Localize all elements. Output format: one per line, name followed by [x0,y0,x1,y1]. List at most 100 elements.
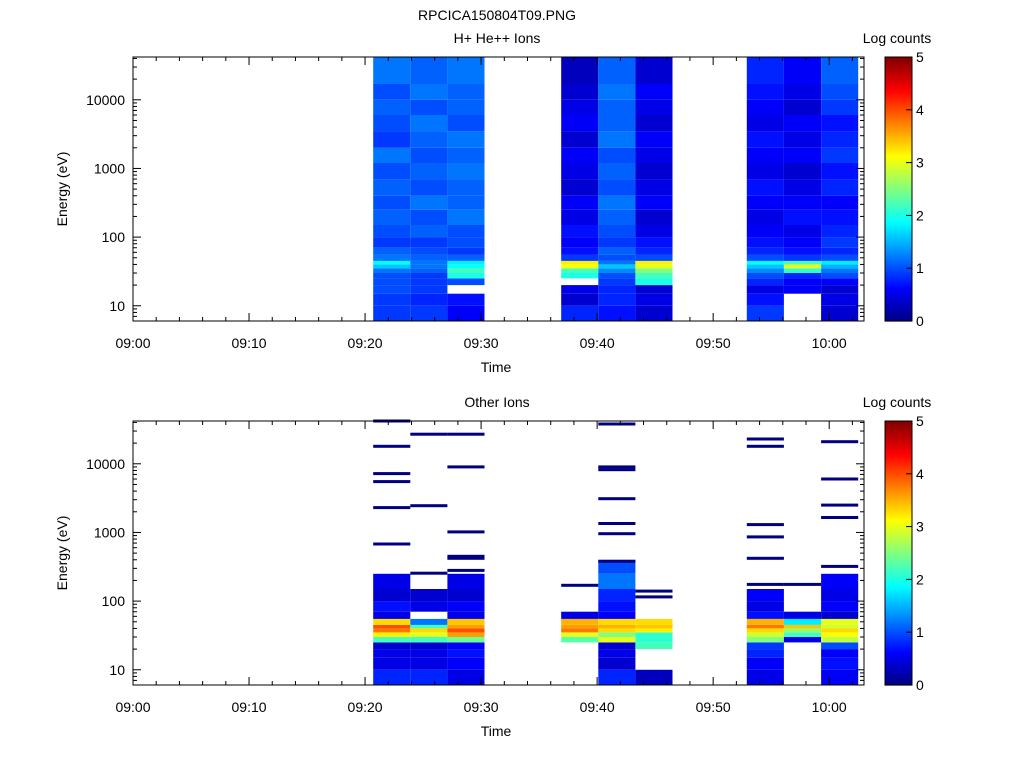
heatmap-cell [635,57,673,84]
heatmap-cell [783,278,821,286]
panel-1-ylabel: Energy (eV) [54,152,70,227]
heatmap-cell [598,657,636,670]
sparse-trace-line [635,589,673,593]
heatmap-cell [410,649,448,658]
colorbar-swatch [885,318,912,322]
colorbar-swatch [885,637,912,641]
heatmap-cell [746,268,784,273]
heatmap-cell [783,637,821,643]
sparse-trace-line [447,432,485,436]
heatmap-cell [373,618,411,625]
colorbar-swatch [885,116,912,120]
heatmap-cell [410,273,448,279]
heatmap-cell [598,237,636,248]
heatmap-cell [561,624,599,629]
heatmap-cell [821,268,859,273]
colorbar-swatch [885,63,912,66]
heatmap-cell [561,247,599,255]
heatmap-cell [447,642,485,650]
heatmap-cell [561,628,599,633]
heatmap-cell [447,573,485,589]
heatmap-cell [783,209,821,225]
heatmap-cell [561,611,599,619]
heatmap-cell [373,293,411,306]
colorbar-swatch [885,104,912,108]
heatmap-cell [635,268,673,273]
colorbar-swatch [885,658,912,661]
colorbar-swatch [885,513,912,517]
heatmap-cell [447,237,485,248]
colorbar-swatch [885,75,912,79]
sparse-trace-line [821,564,859,568]
heatmap-cell [447,624,485,629]
heatmap-cell [561,195,599,210]
colorbar-swatch [885,300,912,304]
colorbar-swatch [885,92,912,95]
heatmap-cell [447,632,485,637]
y-tick-label: 100 [102,229,126,245]
heatmap-cell [783,624,821,629]
heatmap-cell [373,642,411,650]
colorbar-swatch [885,484,912,488]
colorbar-swatch [885,81,912,85]
colorbar-swatch [885,238,912,242]
heatmap-cell [373,278,411,286]
heatmap-cell [561,264,599,269]
heatmap-cell [410,99,448,115]
colorbar-swatch [885,565,912,569]
colorbar-swatch [885,170,912,174]
colorbar-swatch [885,108,912,112]
colorbar-swatch [885,250,912,254]
heatmap-cell [598,649,636,658]
colorbar-swatch [885,619,912,622]
colorbar-swatch [885,83,912,87]
sparse-trace-line [598,559,636,563]
colorbar-swatch [885,174,912,178]
heatmap-cell [410,268,448,273]
heatmap-cell [821,285,859,294]
colorbar-swatch [885,503,912,507]
sparse-trace-line [410,571,448,575]
colorbar-swatch [885,495,912,498]
x-tick-label: 09:00 [115,699,150,715]
heatmap-cell [447,209,485,225]
colorbar-swatch [885,493,912,496]
heatmap-cell [746,624,784,629]
heatmap-cell [410,225,448,238]
panel-2-heatmap-cells [373,419,859,685]
heatmap-cell [598,573,636,589]
y-tick-label: 100 [102,593,126,609]
panel-other-ions: Other Ions 09:00 09:10 09:20 09:30 09:40 09:5… [54,394,931,739]
colorbar-swatch [885,606,912,610]
heatmap-cell [821,628,859,633]
panel-1-xlabel: Time [481,359,512,375]
heatmap-cell [410,209,448,225]
panel-2-colorbar-label: Log counts [863,394,932,410]
colorbar-swatch [885,429,912,432]
colorbar-swatch [885,61,912,64]
heatmap-cell [373,637,411,643]
colorbar-swatch [885,563,912,566]
heatmap-cell [373,179,411,196]
panel-2-xlabel: Time [481,723,512,739]
heatmap-cell [561,254,599,261]
colorbar-swatch [885,277,912,281]
sparse-trace-line [373,444,411,448]
heatmap-cell [598,285,636,294]
heatmap-cell [447,628,485,633]
sparse-trace-line [821,477,859,481]
heatmap-cell [598,99,636,115]
heatmap-cell [598,669,636,685]
colorbar-swatch [885,604,912,608]
colorbar-swatch [885,427,912,430]
colorbar-swatch [885,631,912,635]
colorbar-swatch [885,614,912,618]
colorbar-swatch [885,217,912,221]
colorbar-swatch [885,224,912,227]
heatmap-cell [746,57,784,84]
heatmap-cell [410,618,448,625]
heatmap-cell [783,225,821,238]
heatmap-cell [598,559,636,574]
colorbar-swatch [885,242,912,246]
heatmap-cell [783,268,821,273]
